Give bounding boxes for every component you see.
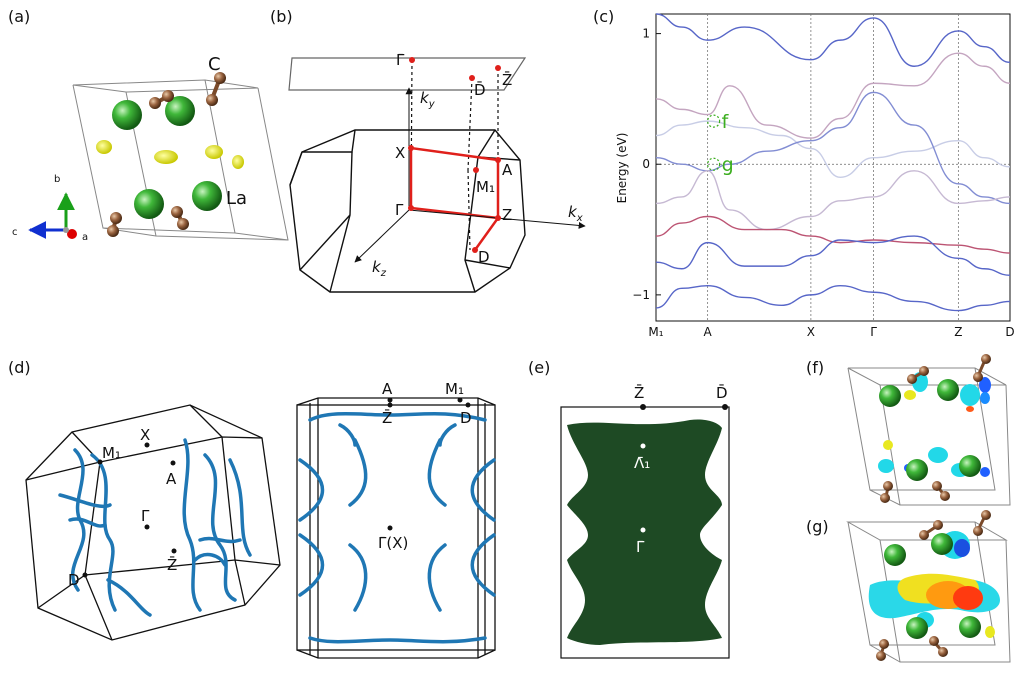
surface-plane [288,57,527,91]
fs-pt-d-right: D [460,409,472,427]
fs-pt-gamma: Γ [141,507,150,525]
x-tick-label: A [704,325,713,339]
fs-pt-z: Z̄ [167,555,177,574]
panel-e-surface-fs: Z̄ D̄ Λ̄₁ Γ̄ [560,383,730,659]
fs-pt-x: X [140,426,150,444]
axis-triad: b c a [12,174,88,243]
x-ticks: M₁ A X Γ Z D [648,325,1014,339]
panel-label-a: (a) [8,7,30,26]
pt-gamma-bar: Γ̄ [396,51,405,69]
fs-left-sheets [58,438,252,617]
y-tick-label: 0 [642,157,650,171]
plot-frame [655,13,1011,322]
fs-pt-m1-right: M₁ [445,380,464,398]
dashed-projections [410,59,499,251]
fs-pt-z-right: Z̄ [382,408,392,427]
axis-kx: kx [568,203,583,224]
panel-b-brillouin-zone: Γ̄ D̄ Z̄ X A M₁ Γ Z D ky kx kz [288,51,586,293]
annotation-label-f: f [722,111,730,133]
panel-label-c: (c) [593,7,614,26]
axis-kz: kz [372,258,387,279]
pt-d-bar: D̄ [474,80,486,99]
band-4 [655,91,1011,205]
surface-fs-region [567,419,722,645]
fs-pt-gamma-x: Γ̄(X) [378,534,408,552]
sfs-pt-d-bar: D̄ [716,383,728,402]
y-ticks: −1 0 1 [632,27,661,302]
x-tick-label: Z [954,325,962,339]
annotation-label-g: g [722,154,734,176]
pt-d: D [478,248,490,266]
bz-edges [289,129,526,293]
y-tick-label: −1 [632,288,650,302]
axis-label-b: b [54,174,60,185]
band-2 [655,52,1011,139]
pt-m1: M₁ [476,178,495,196]
fs-right-bz [296,397,496,659]
axis-label-a: a [82,232,88,243]
annotation-circle-g [707,157,721,171]
band-6 [655,215,1011,254]
band-7 [655,235,1011,276]
sfs-pt-z-bar: Z̄ [634,383,644,402]
label-carbon: C [208,54,221,75]
y-tick-label: 1 [642,27,650,41]
pt-z-bar: Z̄ [502,70,512,89]
fs-left-bz [25,404,281,641]
panel-d-fermi-surface: X M₁ A Γ Z̄ D [25,380,496,659]
c-atoms [107,72,226,237]
annotation-circle-f [707,114,721,128]
x-tick-label: Γ [870,325,877,339]
panel-a-crystal: C La b c a [12,54,289,243]
bz-points [408,57,501,253]
sfs-pt-lambda: Λ̄₁ [634,454,650,472]
panel-g-charge-density [846,510,1011,663]
axis-ky: ky [420,89,436,110]
axis-label-c: c [12,227,18,238]
fs-right-sheets [298,412,496,644]
high-symmetry-path [409,146,500,251]
panel-label-e: (e) [528,358,550,377]
panel-label-d: (d) [8,358,31,377]
band-lines [655,13,1011,312]
x-tick-label: M₁ [648,325,663,339]
fs-pt-a: A [166,470,177,488]
band-8 [655,285,1011,312]
panel-label-b: (b) [270,7,293,26]
panel-c-band-structure: −1 0 1 M₁ A X Γ Z D fg Energy (eV) [615,13,1015,339]
la-atoms [112,96,222,219]
band-3 [655,120,1011,178]
fs-pt-m1: M₁ [102,444,121,462]
high-symmetry-lines [707,14,959,321]
yellow-isosurfaces [96,140,244,169]
panel-label-f: (f) [806,358,824,377]
axis-a-dot [67,229,77,239]
panel-f-charge-density [847,354,1011,506]
band-1 [655,13,1011,67]
sfs-pt-gamma-bar: Γ̄ [636,538,645,556]
pt-gamma: Γ [395,201,404,219]
pt-a: A [502,161,513,179]
x-tick-label: X [807,325,815,339]
band-5 [655,170,1011,231]
label-lanthanum: La [226,188,247,209]
pt-z: Z [502,206,512,224]
fs-pt-a-right: A [382,380,393,398]
y-axis-title: Energy (eV) [615,133,629,204]
band-annotations: fg [707,111,734,176]
pt-x: X [395,144,405,162]
x-tick-label: D [1005,325,1014,339]
fs-pt-d: D [68,571,80,589]
panel-label-g: (g) [806,517,829,536]
